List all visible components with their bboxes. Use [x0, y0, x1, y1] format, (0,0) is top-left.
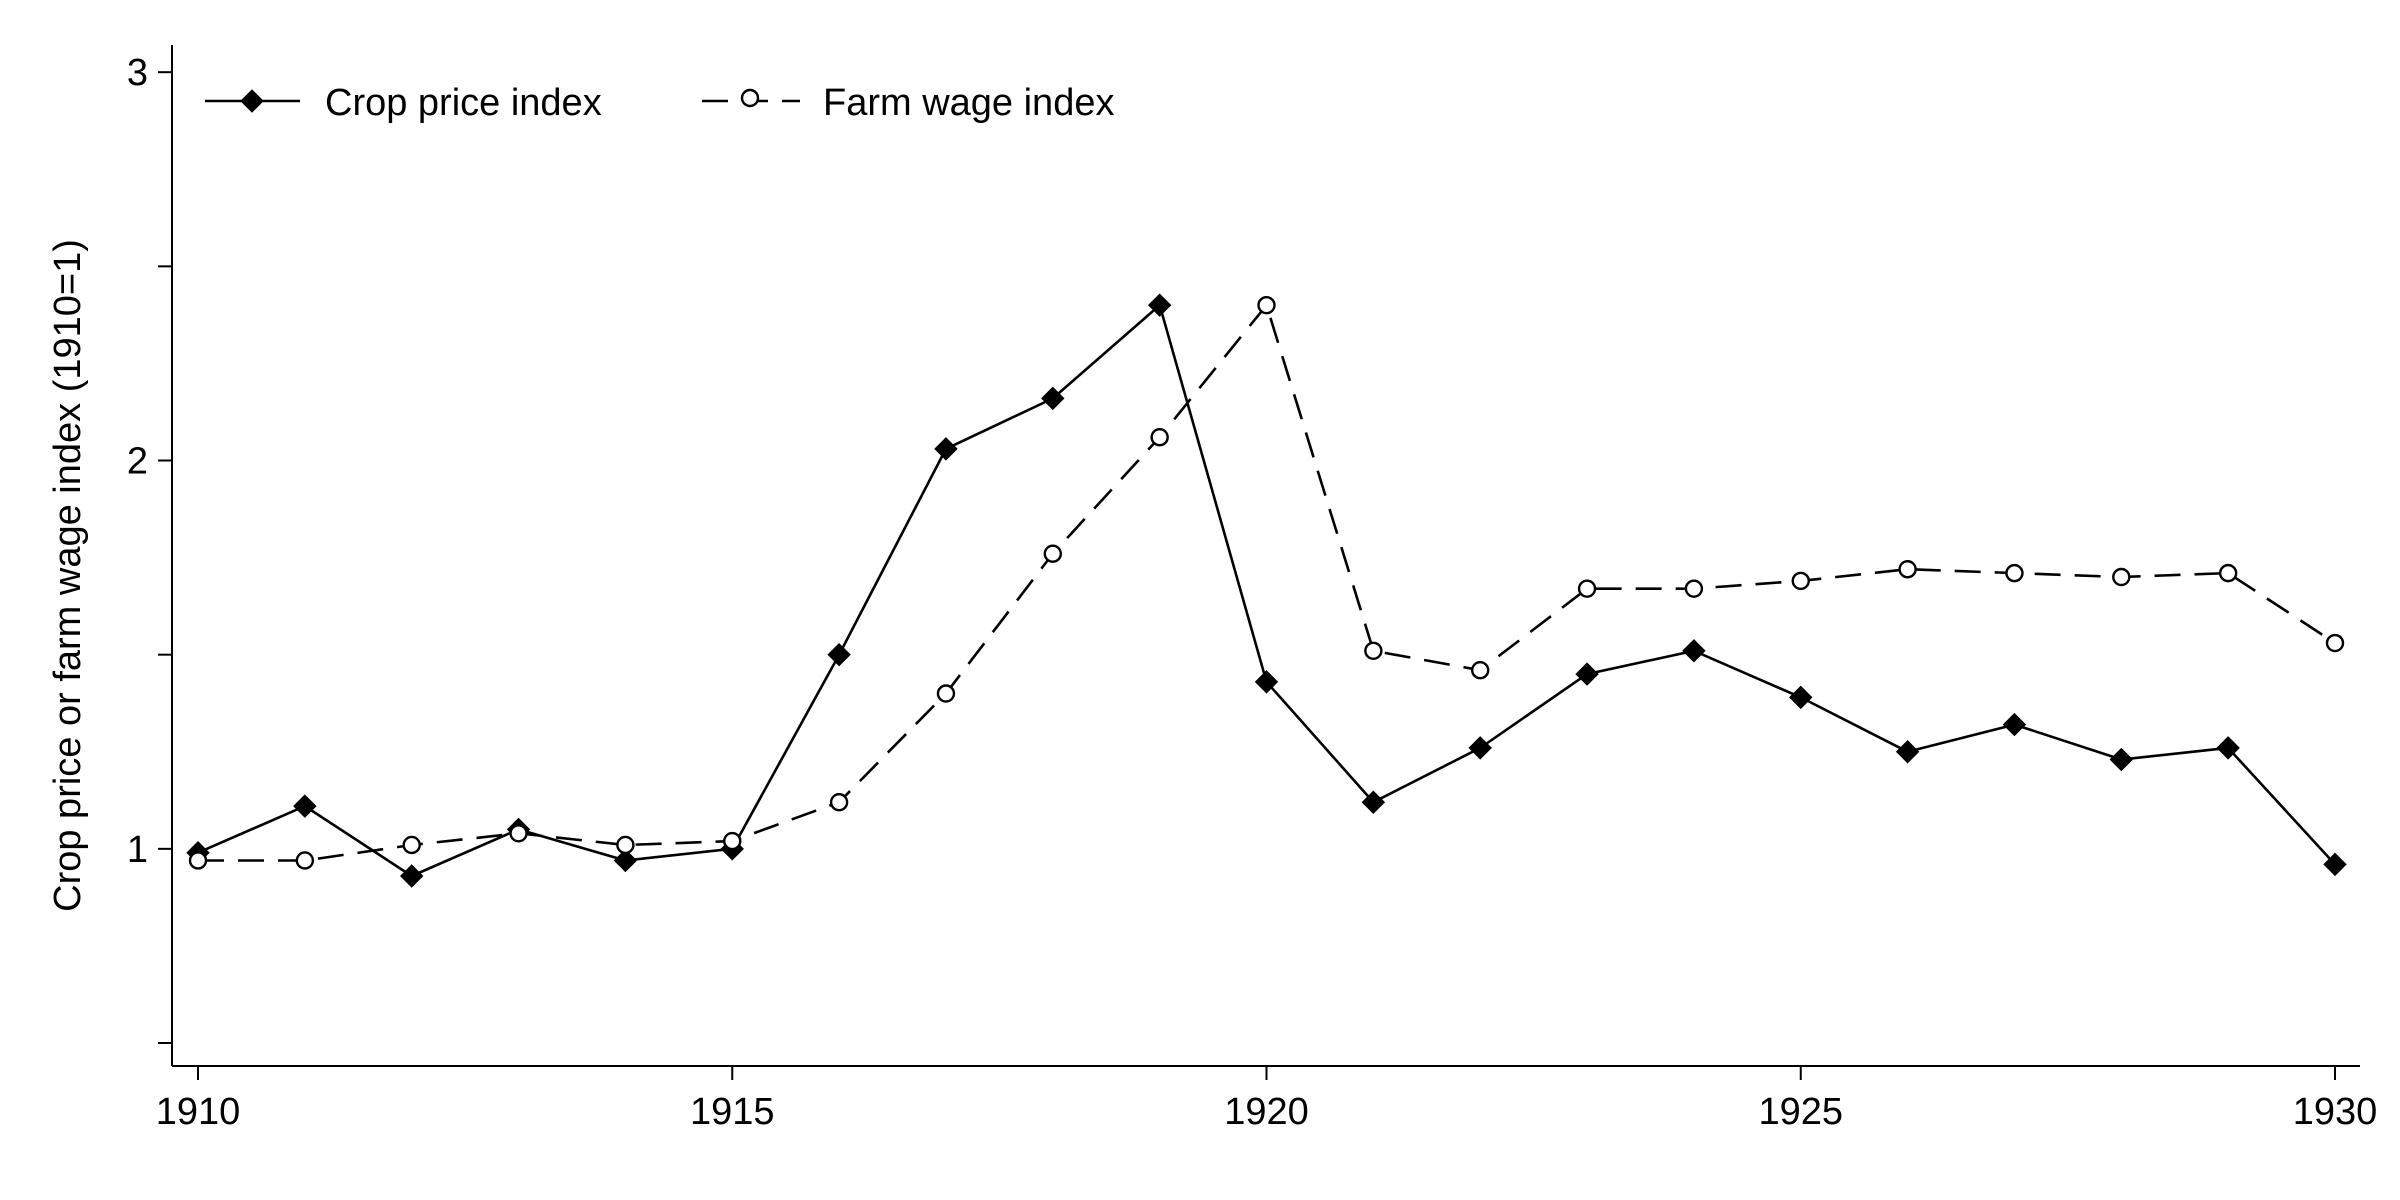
y-tick-label: 2 [127, 441, 148, 483]
farm-wage-point [936, 684, 956, 703]
crop-price-point [1895, 740, 1920, 764]
crop-price-point [293, 794, 317, 818]
crop-price-point [1361, 790, 1386, 814]
legend-crop-label: Crop price index [325, 82, 602, 124]
crop-price-point [2002, 712, 2027, 737]
crop-price-point [1254, 670, 1279, 694]
farm-wage-point [509, 824, 528, 843]
crop-price-point [2109, 747, 2134, 772]
legend: Crop price index Farm wage index [205, 82, 1114, 124]
crop-price-point [399, 864, 424, 888]
y-axis-title: Crop price or farm wage index (1910=1) [47, 239, 89, 912]
farm-wage-point [1364, 641, 1383, 660]
farm-wage-line [198, 302, 2336, 862]
x-tick-label: 1910 [156, 1091, 241, 1133]
legend-crop-marker [240, 89, 264, 113]
series-farm-wage [188, 295, 2345, 870]
axes: 1 2 3 1910 1915 1920 1925 1930 [127, 45, 2377, 1133]
x-tick-label: 1920 [1224, 1091, 1309, 1133]
crop-price-point [827, 642, 851, 667]
crop-price-point [934, 437, 958, 461]
farm-wage-point [2112, 567, 2131, 587]
crop-price-point [1575, 662, 1599, 686]
farm-wage-point [1470, 661, 1490, 680]
farm-wage-point [2218, 563, 2238, 583]
farm-wage-point [402, 835, 421, 855]
farm-wage-point [2005, 563, 2024, 583]
crop-price-point [613, 848, 638, 873]
crop-price-point [2323, 852, 2347, 877]
farm-wage-point [2325, 633, 2345, 653]
y-tick-label: 3 [127, 52, 148, 94]
farm-wage-point [1257, 295, 1276, 315]
crop-price-point [1147, 293, 1172, 317]
farm-wage-point [829, 793, 849, 812]
crop-price-point [1041, 386, 1065, 411]
farm-wage-point [188, 851, 208, 870]
x-tick-label: 1930 [2293, 1091, 2378, 1133]
legend-wage-marker [740, 88, 760, 108]
farm-wage-point [723, 831, 742, 851]
crop-price-point [1789, 685, 1813, 710]
farm-wage-point [295, 851, 315, 870]
crop-price-point [1468, 736, 1492, 760]
x-tick-label: 1925 [1758, 1091, 1843, 1133]
farm-wage-point [616, 835, 635, 855]
x-tick-label: 1915 [690, 1091, 775, 1133]
farm-wage-point [1898, 560, 1917, 579]
farm-wage-point [1684, 579, 1704, 598]
crop-price-point [2216, 736, 2240, 760]
crop-price-line [197, 302, 2336, 878]
series-layer [186, 293, 2347, 888]
farm-wage-point [1150, 428, 1169, 447]
farm-wage-point [1791, 571, 1810, 591]
y-tick-label: 1 [127, 829, 148, 871]
series-crop-price [186, 293, 2347, 888]
legend-wage-label: Farm wage index [823, 82, 1114, 124]
crop-price-point [1682, 639, 1706, 663]
farm-wage-point [1043, 544, 1063, 563]
farm-wage-point [1577, 579, 1597, 598]
